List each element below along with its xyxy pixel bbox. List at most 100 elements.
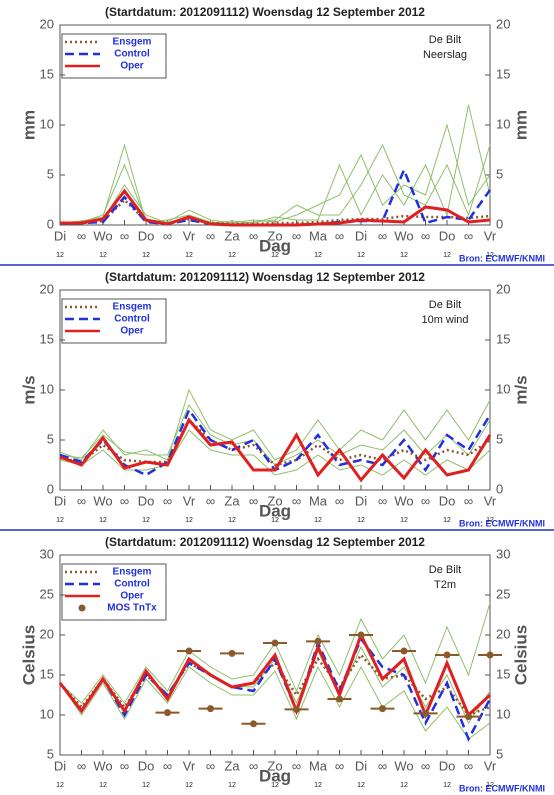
x-tick-label: ∞ — [421, 228, 430, 243]
x-sublabel: 12 — [357, 252, 365, 259]
x-tick-label: ∞ — [292, 493, 301, 508]
x-tick-label: ∞ — [120, 228, 129, 243]
y-tick-label: 20 — [40, 281, 54, 296]
x-tick-label: ∞ — [77, 493, 86, 508]
x-tick-label: Zo — [267, 228, 282, 243]
x-sublabel: 12 — [185, 517, 193, 524]
y-tick-label-right: 10 — [496, 706, 510, 721]
member-line — [59, 665, 491, 740]
station: De Bilt — [429, 299, 461, 311]
x-tick-label: Wo — [394, 228, 413, 243]
x-sublabel: 12 — [271, 517, 279, 524]
mos-point — [486, 651, 494, 659]
x-tick-label: ∞ — [249, 228, 258, 243]
x-tick-label: ∞ — [464, 758, 473, 773]
legend-label: Oper — [120, 61, 143, 72]
x-tick-label: Vr — [183, 228, 196, 243]
legend-swatch — [78, 604, 86, 612]
y-tick-label-right: 0 — [496, 216, 503, 231]
mos-point — [465, 713, 472, 721]
x-tick-label: Do — [138, 758, 155, 773]
legend-box — [61, 33, 167, 79]
x-sublabel: 12 — [314, 517, 322, 524]
x-sublabel: 12 — [142, 517, 150, 524]
x-tick-label: Di — [355, 493, 367, 508]
x-tick-label: Ma — [309, 228, 328, 243]
x-tick-label: Do — [439, 758, 456, 773]
legend-label: Ensgem — [113, 37, 152, 48]
mos-point — [422, 709, 429, 717]
chart-title: (Startdatum: 2012091112) Woensdag 12 Sep… — [105, 270, 425, 284]
x-sublabel: 12 — [443, 252, 451, 259]
y-tick-label: 25 — [40, 586, 54, 601]
x-sublabel: 12 — [142, 782, 150, 789]
panel: (Startdatum: 2012091112) Woensdag 12 Sep… — [19, 5, 545, 263]
mos-point — [357, 631, 365, 639]
source: Bron: ECMWF/KNMI — [459, 518, 545, 528]
x-tick-label: Za — [224, 228, 240, 243]
x-sublabel: 12 — [185, 782, 193, 789]
x-sublabel: 12 — [185, 252, 193, 259]
x-sublabel: 12 — [56, 782, 64, 789]
y-tick-label: 10 — [40, 706, 54, 721]
x-tick-label: Wo — [93, 493, 112, 508]
y-tick-label-right: 15 — [496, 66, 510, 81]
legend-box — [61, 298, 167, 344]
x-tick-label: Do — [439, 493, 456, 508]
member-line — [59, 429, 491, 476]
y-tick-label-right: 10 — [496, 381, 510, 396]
y-axis-label: mm — [19, 110, 38, 140]
x-sublabel: 12 — [99, 252, 107, 259]
source: Bron: ECMWF/KNMI — [459, 253, 545, 263]
x-tick-label: ∞ — [421, 758, 430, 773]
y-tick-label-right: 5 — [496, 166, 503, 181]
x-tick-label: Vr — [484, 228, 497, 243]
y-tick-label-right: 25 — [496, 586, 510, 601]
y-tick-label-right: 5 — [496, 746, 503, 761]
x-tick-label: Do — [439, 228, 456, 243]
chart-title: (Startdatum: 2012091112) Woensdag 12 Sep… — [105, 5, 425, 19]
x-sublabel: 12 — [400, 782, 408, 789]
x-tick-label: ∞ — [464, 493, 473, 508]
legend-label: Oper — [120, 591, 143, 602]
x-sublabel: 12 — [56, 252, 64, 259]
x-tick-label: ∞ — [206, 228, 215, 243]
y-tick-label: 10 — [40, 381, 54, 396]
y-tick-label: 15 — [40, 331, 54, 346]
y-tick-label: 20 — [40, 626, 54, 641]
mos-point — [207, 705, 214, 713]
y-tick-label-right: 15 — [496, 666, 510, 681]
x-tick-label: ∞ — [120, 758, 129, 773]
panel: (Startdatum: 2012091112) Woensdag 12 Sep… — [19, 270, 545, 528]
x-sublabel: 12 — [228, 517, 236, 524]
y-tick-label-right: 20 — [496, 281, 510, 296]
station: De Bilt — [429, 34, 461, 46]
x-sublabel: 12 — [228, 782, 236, 789]
mos-point — [379, 705, 386, 713]
x-tick-label: ∞ — [206, 493, 215, 508]
member-line — [59, 123, 491, 225]
x-tick-label: Vr — [183, 493, 196, 508]
series-line — [60, 188, 491, 227]
y-tick-label: 5 — [47, 166, 54, 181]
legend-box — [61, 563, 167, 621]
x-tick-label: ∞ — [249, 758, 258, 773]
x-tick-label: Di — [355, 758, 367, 773]
x-sublabel: 12 — [357, 517, 365, 524]
member-line — [59, 143, 491, 225]
x-sublabel: 12 — [443, 517, 451, 524]
x-tick-label: ∞ — [163, 493, 172, 508]
x-tick-label: ∞ — [378, 493, 387, 508]
variable: T2m — [434, 579, 456, 591]
y-axis-label: m/s — [19, 375, 38, 404]
x-tick-label: Wo — [394, 493, 413, 508]
x-tick-label: ∞ — [292, 758, 301, 773]
mos-point — [271, 639, 279, 647]
x-tick-label: Di — [355, 228, 367, 243]
x-tick-label: Wo — [93, 228, 112, 243]
x-tick-label: Zo — [267, 493, 282, 508]
y-tick-label-right: 30 — [496, 546, 510, 561]
x-tick-label: Wo — [394, 758, 413, 773]
y-tick-label: 0 — [47, 216, 54, 231]
